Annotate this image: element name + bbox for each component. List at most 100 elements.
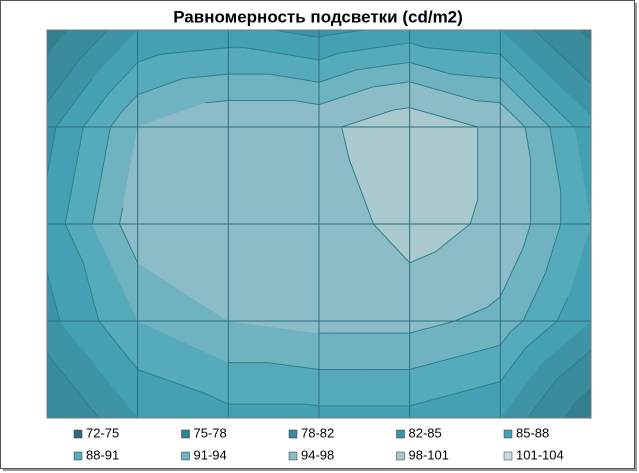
legend-label: 91-94 — [194, 447, 227, 462]
contour-line — [409, 330, 419, 334]
plot-border — [46, 29, 592, 419]
contour-line — [340, 42, 410, 54]
contour-line — [475, 100, 501, 104]
contour-line — [473, 381, 501, 390]
contour-band — [318, 405, 411, 419]
contour-line — [579, 29, 592, 42]
contour-line — [137, 78, 184, 96]
contour-line — [341, 109, 394, 128]
contour-line — [46, 62, 78, 104]
contour-line — [499, 248, 524, 297]
contour-line — [499, 347, 526, 382]
legend-swatch — [181, 429, 190, 439]
contour-line — [356, 61, 410, 71]
contour-line — [318, 86, 373, 106]
contour-line — [450, 73, 501, 79]
contour-line — [372, 81, 410, 88]
chart-title: Равномерность подсветки (cd/m2) — [173, 7, 463, 26]
contour-line — [76, 29, 108, 63]
contour-line — [341, 126, 350, 160]
contour-line — [318, 69, 357, 83]
contour-line — [409, 107, 478, 128]
contour-line — [99, 126, 111, 184]
contour-line — [418, 320, 456, 332]
contour-line — [55, 78, 93, 128]
legend-swatch — [288, 451, 298, 461]
contour-line — [91, 183, 101, 225]
contour-line — [82, 94, 108, 128]
contour-line — [373, 223, 411, 264]
contour-line — [445, 344, 501, 361]
contour-line — [348, 159, 374, 225]
contour-line — [273, 29, 320, 38]
contour-line — [269, 73, 320, 83]
contour-line — [54, 126, 57, 136]
contour-line — [46, 353, 100, 419]
contour-line — [160, 47, 229, 55]
contour-line — [454, 306, 488, 322]
contour-band — [318, 320, 410, 334]
contour-line — [76, 126, 84, 160]
contour-line — [426, 47, 501, 55]
contour-line — [56, 29, 68, 42]
legend-label: 85-88 — [516, 425, 549, 440]
legend-swatch — [396, 429, 405, 439]
contour-line — [205, 393, 229, 405]
contour-line — [119, 207, 124, 225]
contour-line — [499, 331, 511, 346]
contour-line — [527, 379, 557, 419]
legend-swatch — [503, 429, 513, 439]
legend-swatch — [73, 429, 83, 439]
contour-line — [64, 223, 84, 264]
contour-line — [244, 47, 320, 61]
contour-line — [182, 73, 229, 79]
contour-line — [409, 61, 452, 75]
contour-line — [549, 126, 562, 192]
contour-line — [487, 296, 501, 308]
legend-label: 82-85 — [409, 425, 442, 440]
contour-line — [294, 100, 320, 106]
contour-line — [137, 53, 161, 63]
contour-line — [545, 223, 562, 273]
contour-line — [107, 61, 139, 96]
contour-line — [533, 29, 592, 85]
contour-line — [110, 110, 123, 128]
contour-line — [409, 251, 436, 264]
contour-line — [510, 320, 524, 333]
contour-line — [525, 320, 558, 349]
contour-line — [205, 100, 229, 104]
contour-line — [318, 52, 341, 61]
contour-line — [137, 369, 206, 395]
contour-line — [122, 94, 139, 112]
contour-line — [524, 126, 532, 160]
contour-line — [98, 320, 139, 370]
legend-label: 98-101 — [409, 447, 449, 462]
contour-line — [499, 53, 575, 128]
contour-line — [409, 359, 447, 370]
legend-label: 75-78 — [194, 425, 227, 440]
contour-line — [435, 223, 471, 253]
contour-line — [318, 35, 325, 38]
contour-line — [499, 78, 551, 128]
legend-label: 101-104 — [516, 447, 564, 462]
legend-swatch — [396, 451, 405, 461]
contour-line — [522, 223, 532, 249]
contour-line — [555, 349, 592, 381]
contour-line — [499, 102, 526, 128]
contour-line — [409, 42, 427, 49]
contour-line — [409, 388, 474, 407]
legend-label: 72-75 — [86, 425, 119, 440]
contour-line — [267, 362, 320, 370]
legend-label: 94-98 — [301, 447, 334, 462]
contour-line — [409, 81, 476, 102]
legend-label: 78-82 — [301, 425, 334, 440]
legend-label: 88-91 — [86, 447, 119, 462]
contour-line — [64, 159, 78, 225]
contour-line — [522, 272, 547, 322]
legend-swatch — [503, 451, 513, 461]
contour-line — [46, 134, 56, 176]
contour-line — [324, 29, 365, 37]
contour-line — [556, 296, 569, 322]
contour-line — [563, 401, 577, 419]
